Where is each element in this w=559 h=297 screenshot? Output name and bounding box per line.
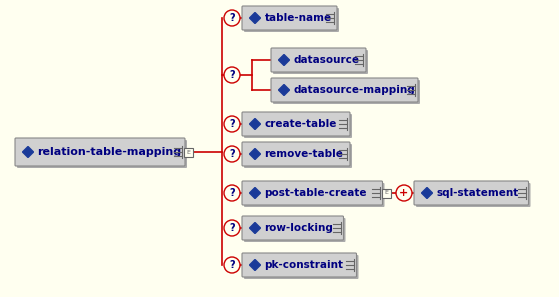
Polygon shape <box>278 85 290 96</box>
FancyBboxPatch shape <box>271 78 418 102</box>
FancyBboxPatch shape <box>15 138 185 166</box>
FancyBboxPatch shape <box>271 48 366 72</box>
Text: ?: ? <box>229 188 235 198</box>
FancyBboxPatch shape <box>244 8 339 32</box>
Polygon shape <box>249 260 260 271</box>
Circle shape <box>224 257 240 273</box>
FancyBboxPatch shape <box>242 253 357 277</box>
Text: ?: ? <box>229 119 235 129</box>
FancyBboxPatch shape <box>273 50 368 74</box>
Text: table-name: table-name <box>264 13 331 23</box>
Text: E: E <box>385 190 389 195</box>
Polygon shape <box>249 148 260 159</box>
Circle shape <box>224 67 240 83</box>
FancyBboxPatch shape <box>244 218 345 242</box>
Text: pk-constraint: pk-constraint <box>264 260 343 270</box>
Polygon shape <box>249 187 260 198</box>
Text: relation-table-mapping: relation-table-mapping <box>37 147 182 157</box>
Circle shape <box>224 146 240 162</box>
Text: row-locking: row-locking <box>264 223 333 233</box>
Polygon shape <box>22 146 34 157</box>
Circle shape <box>396 185 412 201</box>
Polygon shape <box>249 12 260 23</box>
FancyBboxPatch shape <box>242 112 350 136</box>
Circle shape <box>224 185 240 201</box>
Text: +: + <box>399 188 409 198</box>
Polygon shape <box>278 55 290 66</box>
Text: ?: ? <box>229 13 235 23</box>
Bar <box>382 189 391 198</box>
Text: ?: ? <box>229 70 235 80</box>
FancyBboxPatch shape <box>416 183 530 207</box>
FancyBboxPatch shape <box>244 144 352 168</box>
Circle shape <box>224 220 240 236</box>
Circle shape <box>224 10 240 26</box>
Bar <box>183 148 192 157</box>
FancyBboxPatch shape <box>244 255 358 279</box>
Circle shape <box>224 116 240 132</box>
Text: datasource: datasource <box>293 55 359 65</box>
Text: datasource-mapping: datasource-mapping <box>293 85 415 95</box>
Text: post-table-create: post-table-create <box>264 188 367 198</box>
Text: sql-statement: sql-statement <box>437 188 519 198</box>
Text: E: E <box>186 149 190 154</box>
Text: ?: ? <box>229 223 235 233</box>
Text: ?: ? <box>229 260 235 270</box>
Text: remove-table: remove-table <box>264 149 343 159</box>
FancyBboxPatch shape <box>242 6 337 30</box>
FancyBboxPatch shape <box>242 216 343 240</box>
Polygon shape <box>421 187 433 198</box>
Polygon shape <box>249 119 260 129</box>
Text: ?: ? <box>229 149 235 159</box>
FancyBboxPatch shape <box>273 80 420 104</box>
FancyBboxPatch shape <box>242 181 382 205</box>
FancyBboxPatch shape <box>244 183 385 207</box>
FancyBboxPatch shape <box>242 142 350 166</box>
Text: create-table: create-table <box>264 119 337 129</box>
FancyBboxPatch shape <box>414 181 528 205</box>
FancyBboxPatch shape <box>244 114 352 138</box>
Polygon shape <box>249 222 260 233</box>
FancyBboxPatch shape <box>17 140 187 168</box>
